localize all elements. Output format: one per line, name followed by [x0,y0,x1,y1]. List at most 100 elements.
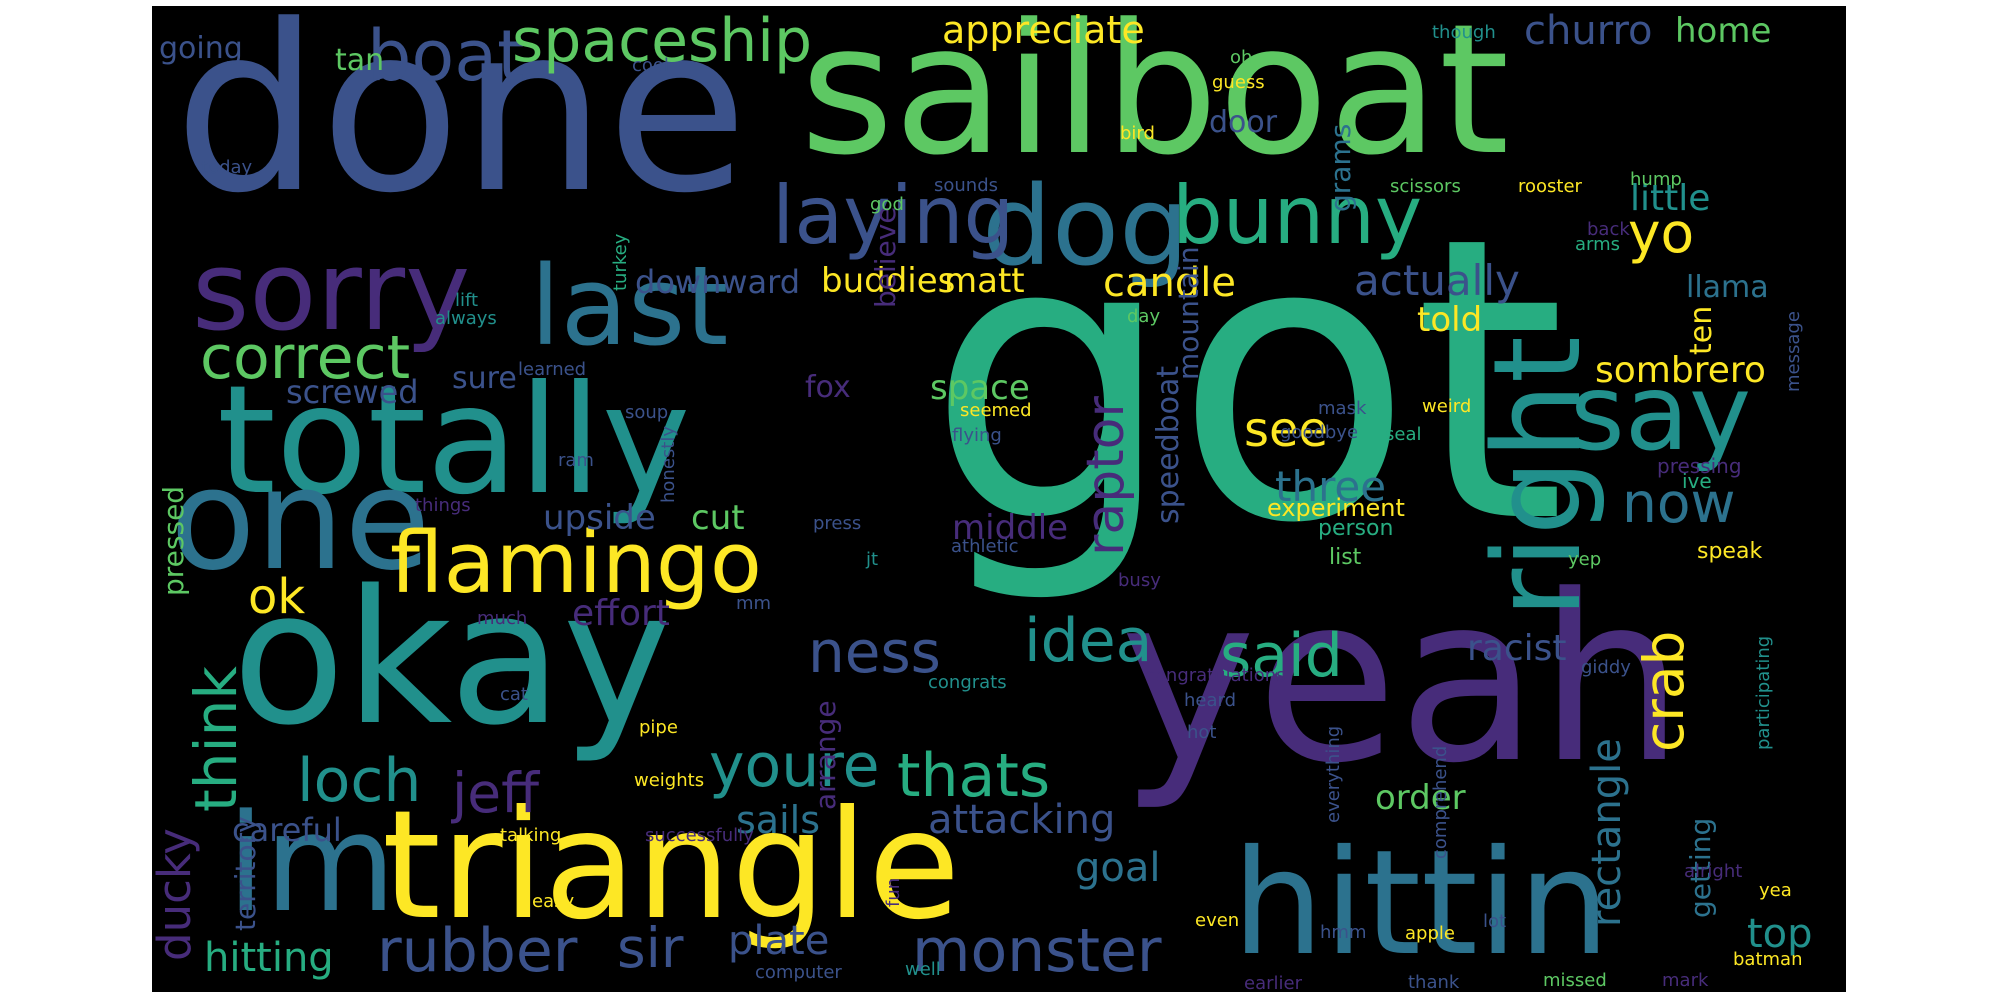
word-speak: speak [1697,539,1763,564]
word-racist: racist [1467,628,1567,669]
word-list: list [1329,545,1362,570]
word-message: message [1783,311,1804,392]
word-rubber: rubber [377,916,578,986]
word-door: door [1209,105,1278,140]
word-actually: actually [1354,256,1520,305]
word-bunny: bunny [1172,169,1423,262]
word-lot: lot [1483,911,1507,932]
word-loch: loch [297,746,422,816]
word-ten: ten [1684,305,1719,355]
word-pressed: pressed [157,485,190,596]
word-seemed: seemed [960,400,1032,421]
word-god: god [870,194,904,215]
word-flamingo: flamingo [390,514,762,613]
word-athletic: athletic [951,536,1019,557]
word-back: back [1587,219,1630,240]
word-upside: upside [543,498,656,538]
word-bird: bird [1120,123,1155,144]
word-sounds: sounds [934,175,999,196]
word-sir: sir [617,916,684,980]
word-told: told [1417,300,1483,340]
word-batman: batman [1733,949,1803,970]
word-triangle: triangle [382,779,961,953]
word-ram: ram [558,450,594,471]
word-appreciate: appreciate [942,8,1145,52]
word-laying: laying [772,169,1015,262]
word-cut: cut [691,498,745,538]
word-think: think [182,666,250,812]
word-lift: lift [455,290,479,311]
word-jeff: jeff [452,761,540,825]
word-alright: alright [1684,861,1743,882]
word-llama: llama [1686,270,1769,305]
word-pressing: pressing [1657,454,1742,478]
word-though: though [1432,22,1496,43]
word-today: today [201,157,253,178]
word-see: see [1244,402,1329,458]
word-mountain: mountain [1172,246,1205,380]
word-successfully: successfully [645,825,754,846]
word-goal: goal [1075,845,1161,891]
word-weights: weights [634,770,705,791]
word-apple: apple [1405,923,1455,944]
word-yea: yea [1759,880,1792,901]
word-got: got [927,154,1567,608]
word-downward: downward [635,263,801,301]
word-okay: okay [232,550,672,766]
word-cool: cool [632,55,669,76]
word-thats: thats [897,741,1051,811]
word-well: well [905,959,941,980]
word-turkey: turkey [610,233,631,291]
word-yeah: yeah [1120,547,1685,814]
word-three: three [1275,462,1387,511]
word-experiment: experiment [1267,494,1405,522]
word-correct: correct [200,323,411,393]
word-pipe: pipe [639,717,678,738]
word-last: last [530,242,729,370]
word-middle: middle [952,508,1069,548]
word-territory: territory [229,816,262,931]
word-crab: crab [1632,630,1696,752]
word-jt: jt [866,549,879,570]
word-im: im [227,785,397,942]
word-youre: youre [709,731,880,801]
word-guess: guess [1212,72,1265,93]
word-mask: mask [1318,398,1367,419]
word-screwed: screwed [286,373,419,411]
word-day: day [1127,306,1161,327]
word-dog: dog [982,162,1189,290]
word-soup: soup [625,402,669,423]
word-tan: tan [335,43,385,78]
word-thank: thank [1408,972,1460,992]
word-ducky: ducky [152,828,201,961]
word-sorry: sorry [192,227,471,355]
word-rectangle: rectangle [1584,738,1630,927]
word-hittin: hittin [1232,819,1611,988]
word-said: said [1220,621,1343,691]
word-top: top [1747,911,1813,957]
word-mark: mark [1662,970,1709,991]
word-going: going [159,31,243,66]
word-mm: mm [736,593,772,614]
word-cat: cat [500,684,528,705]
word-yo: yo [1628,201,1695,265]
word-churro: churro [1524,8,1653,54]
word-boat: boat [367,15,525,97]
word-earlier: earlier [1244,973,1302,993]
word-say: say [1570,352,1752,474]
word-ive: ive [1682,469,1712,493]
word-totally: totally [217,354,691,528]
word-scissors: scissors [1390,176,1461,197]
word-comprehend: comprehend [1430,745,1451,859]
word-busy: busy [1118,570,1161,591]
word-press: press [813,513,862,534]
word-arms: arms [1575,234,1621,255]
word-even: even [1195,910,1240,931]
word-computer: computer [755,962,842,983]
word-much: much [477,608,528,629]
word-hitting: hitting [204,935,334,981]
word-monster: monster [912,916,1162,986]
word-hmm: hmm [1320,922,1367,943]
word-talking: talking [500,825,562,846]
word-hot: hot [1187,722,1217,743]
